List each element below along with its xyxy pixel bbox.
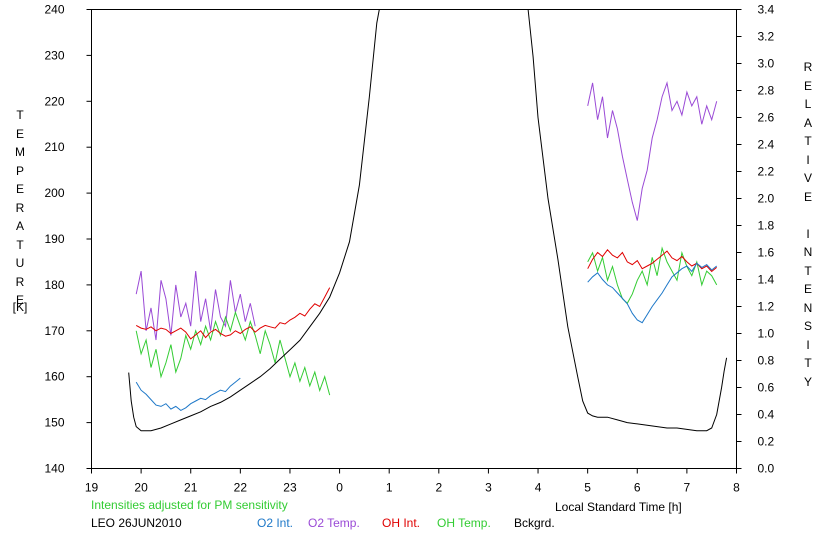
y-right-tick-label: 0.8 <box>758 354 775 368</box>
series-oh-temp-line <box>587 246 718 305</box>
series-o2-int-line <box>135 377 241 411</box>
axis-title-letter: Y <box>803 374 812 389</box>
y-left-tick-label: 170 <box>44 324 64 338</box>
y-right-tick-label: 0.2 <box>758 435 775 449</box>
axis-title-letter: S <box>803 319 812 333</box>
axis-title-letter <box>798 206 818 225</box>
y-right-tick-label: 1.4 <box>758 273 775 287</box>
x-tick-label: 5 <box>584 481 591 495</box>
axis-title-letter: U <box>15 256 25 270</box>
series-group <box>128 9 728 432</box>
x-tick-label: 21 <box>184 481 198 495</box>
x-tick-label: 22 <box>234 481 248 495</box>
y-right-tick-label: 3.4 <box>758 3 775 17</box>
y-right-tick-label: 2.4 <box>758 138 775 152</box>
y-left-tick-label: 150 <box>44 416 64 430</box>
axis-title-letter: I <box>806 152 810 167</box>
series-oh-temp-line <box>135 310 331 396</box>
axis-title-letter: R <box>803 60 813 74</box>
axis-title-letter: V <box>803 171 812 185</box>
axis-title-letter: L <box>804 97 812 111</box>
series-oh-int-line <box>587 249 718 273</box>
axis-title-letter: I <box>806 337 810 352</box>
axis-title-letter: N <box>803 245 813 259</box>
axis-title-letter: E <box>803 78 812 93</box>
axis-title-letter: T <box>16 108 24 122</box>
axis-title-letter: T <box>16 237 24 252</box>
x-tick-label: 1 <box>386 481 393 495</box>
y-right-tick-label: 2.0 <box>758 192 775 206</box>
y-right-tick-label: 2.2 <box>758 165 775 179</box>
sensitivity-note: Intensities adjusted for PM sensitivity <box>91 498 288 512</box>
x-tick-label: 7 <box>684 481 691 495</box>
x-tick-label: 2 <box>435 481 442 495</box>
series-oh-int-line <box>135 287 331 340</box>
legend-o2-temp: O2 Temp. <box>308 516 360 530</box>
axis-title-letter: A <box>15 219 24 233</box>
y-left-tick-label: 220 <box>44 94 64 108</box>
legend-oh-temp: OH Temp. <box>437 516 491 530</box>
y-right-tick-label: 1.8 <box>758 219 775 233</box>
axis-title-letter: R <box>15 200 25 215</box>
series-o2-temp-line <box>587 80 718 221</box>
x-axis-label: Local Standard Time [h] <box>555 500 682 514</box>
axis-title-letter: M <box>15 145 25 159</box>
chart-title: LEO 26JUN2010 <box>91 516 182 530</box>
y-left-tick-label: 160 <box>44 370 64 384</box>
y-left-tick-label: 240 <box>44 3 64 17</box>
legend-oh-int: OH Int. <box>382 516 421 530</box>
y-left-tick-label: 230 <box>44 48 64 62</box>
y-right-tick-label: 1.0 <box>758 327 775 341</box>
axis-title-letter: P <box>15 163 24 178</box>
x-tick-label: 3 <box>485 481 492 495</box>
axis-title-letter: R <box>15 274 25 289</box>
axis-title-letter: T <box>804 263 812 278</box>
axis-title-letter: I <box>806 226 810 241</box>
y-right-tick-label: 2.8 <box>758 84 775 98</box>
y-right-tick-label: 3.0 <box>758 57 775 71</box>
y-right-tick-label: 2.6 <box>758 111 775 125</box>
axis-title-letter: E <box>15 182 24 196</box>
y-left-tick-label: 210 <box>44 140 64 154</box>
y-right-tick-label: 0.4 <box>758 408 775 422</box>
x-tick-label: 4 <box>535 481 542 495</box>
y-axis-left-unit: [K] <box>12 300 28 314</box>
axis-title-letter: E <box>15 293 24 307</box>
legend-o2-int: O2 Int. <box>257 516 294 530</box>
y-right-tick-label: 0.0 <box>758 462 775 476</box>
x-tick-label: 0 <box>336 481 343 495</box>
axis-title-letter: A <box>803 115 812 130</box>
y-right-tick-label: 0.6 <box>758 381 775 395</box>
y-right-tick-label: 1.6 <box>758 246 775 260</box>
y-left-tick-label: 180 <box>44 278 64 292</box>
x-tick-label: 8 <box>733 481 740 495</box>
x-tick-label: 19 <box>85 481 99 495</box>
series-bckgrd-line <box>128 9 380 432</box>
x-tick-label: 23 <box>283 481 297 495</box>
series-o2-int-line <box>587 262 718 324</box>
y-left-tick-label: 200 <box>44 186 64 200</box>
y-right-tick-label: 3.2 <box>758 30 775 44</box>
axis-title-letter: N <box>803 300 813 315</box>
axis-ticks: 19 20 21 22 23 0 1 2 3 4 5 6 7 8140150160170180190200… <box>44 3 774 495</box>
series-bckgrd-line <box>527 9 728 432</box>
y-right-tick-label: 1.2 <box>758 300 775 314</box>
axis-title-letter: T <box>804 134 812 148</box>
axis-title-letter: T <box>804 356 812 370</box>
axis-title-letter: E <box>15 126 24 141</box>
y-left-tick-label: 190 <box>44 232 64 246</box>
axis-title-letter: E <box>803 189 812 204</box>
plot-frame <box>91 9 737 469</box>
x-tick-label: 20 <box>134 481 148 495</box>
y-left-tick-label: 140 <box>44 462 64 476</box>
x-tick-label: 6 <box>634 481 641 495</box>
legend-bckgrd: Bckgrd. <box>514 516 555 530</box>
axis-title-letter: E <box>803 282 812 296</box>
